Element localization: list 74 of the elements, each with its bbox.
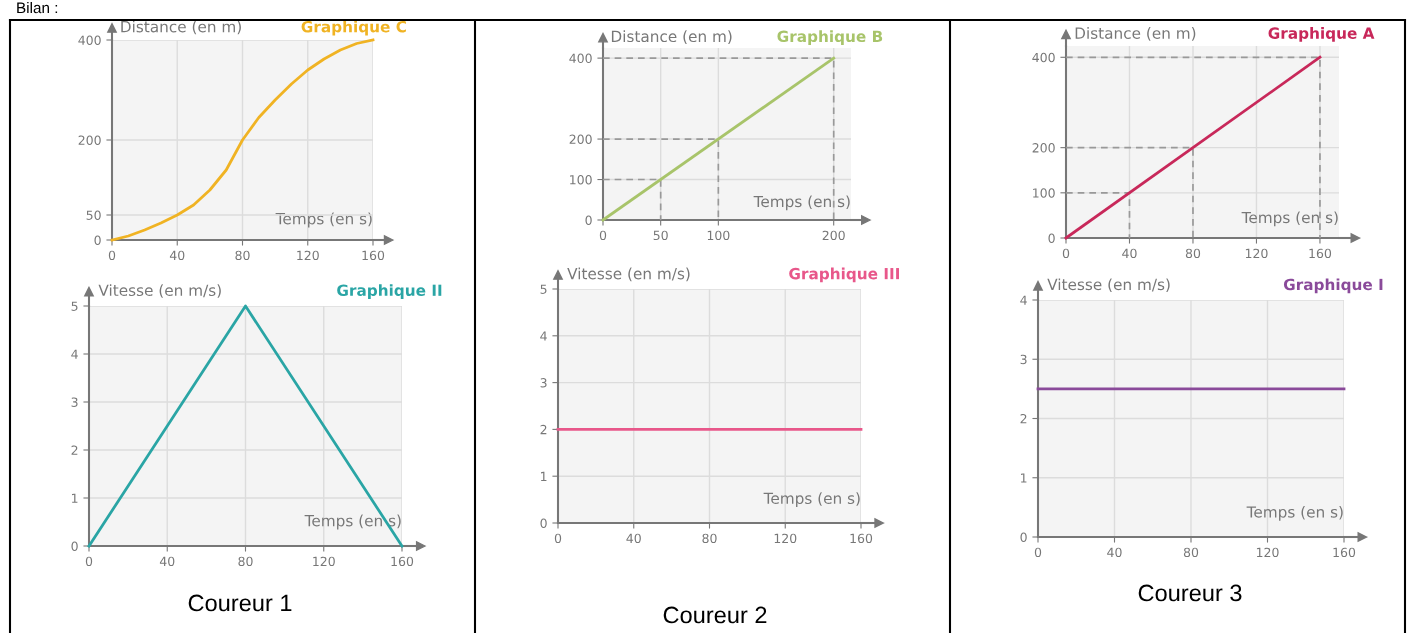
x-tick-label: 100 bbox=[707, 230, 730, 241]
x-tick-label: 160 bbox=[850, 533, 873, 544]
y-axis-title: Vitesse (en m/s) bbox=[1047, 278, 1170, 293]
x-axis-title: Temps (en s) bbox=[304, 514, 401, 530]
x-tick-label: 80 bbox=[1185, 248, 1201, 259]
y-tick-label: 200 bbox=[1032, 143, 1055, 153]
x-tick-label: 200 bbox=[822, 230, 845, 241]
x-axis-title: Temps (en s) bbox=[1246, 505, 1343, 521]
x-tick-label: 0 bbox=[599, 230, 607, 241]
y-axis-title: Distance (en m) bbox=[611, 30, 732, 44]
text: Coureur 1 bbox=[188, 594, 292, 612]
x-tick-label: 80 bbox=[1183, 547, 1199, 558]
text: Bilan : bbox=[17, 2, 58, 14]
chart-title: Graphique I bbox=[1283, 278, 1383, 294]
y-tick-label: 1 bbox=[541, 471, 547, 481]
y-tick-label: 2 bbox=[1020, 413, 1027, 424]
x-tick-label: 40 bbox=[159, 556, 175, 567]
x-tick-label: 160 bbox=[362, 250, 385, 261]
chart-title: Graphique III bbox=[789, 267, 899, 283]
chart-title: Graphique B bbox=[777, 30, 883, 46]
y-axis-title: Distance (en m) bbox=[1075, 27, 1196, 41]
x-tick-label: 160 bbox=[1333, 547, 1356, 558]
x-tick-label: 40 bbox=[1122, 248, 1137, 259]
chart-title: Graphique A bbox=[1268, 27, 1375, 42]
x-tick-label: 160 bbox=[1309, 248, 1332, 259]
text: Coureur 3 bbox=[1138, 584, 1242, 602]
x-tick-label: 120 bbox=[774, 533, 797, 544]
x-tick-label: 120 bbox=[1245, 248, 1268, 259]
x-axis-title: Temps (en s) bbox=[275, 212, 372, 228]
y-tick-label: 4 bbox=[1020, 295, 1027, 305]
x-tick-label: 120 bbox=[1256, 547, 1279, 558]
chart-title: Graphique C bbox=[301, 20, 406, 36]
y-tick-label: 200 bbox=[569, 134, 592, 144]
y-tick-label: 2 bbox=[540, 424, 547, 435]
y-tick-label: 3 bbox=[71, 397, 78, 407]
y-axis-title: Vitesse (en m/s) bbox=[98, 284, 221, 298]
y-tick-label: 1 bbox=[72, 493, 78, 503]
x-tick-label: 80 bbox=[702, 533, 717, 544]
y-axis-title: Distance (en m) bbox=[121, 20, 241, 35]
y-tick-label: 5 bbox=[71, 301, 78, 311]
y-tick-label: 0 bbox=[585, 215, 592, 225]
y-tick-label: 400 bbox=[1032, 52, 1055, 63]
x-axis-title: Temps (en s) bbox=[753, 195, 850, 211]
y-tick-label: 400 bbox=[78, 35, 101, 45]
x-tick-label: 120 bbox=[313, 556, 335, 567]
y-tick-label: 0 bbox=[540, 518, 547, 528]
x-tick-label: 80 bbox=[238, 556, 253, 567]
x-tick-label: 40 bbox=[1107, 547, 1122, 558]
x-tick-label: 0 bbox=[554, 533, 562, 544]
x-tick-label: 0 bbox=[1062, 248, 1070, 259]
x-tick-label: 40 bbox=[169, 250, 185, 261]
chart-title: Graphique II bbox=[337, 284, 442, 299]
y-tick-label: 1 bbox=[1021, 473, 1027, 483]
y-axis-title: Vitesse (en m/s) bbox=[567, 267, 690, 282]
y-tick-label: 100 bbox=[1033, 188, 1055, 198]
y-tick-label: 200 bbox=[78, 135, 101, 145]
x-tick-label: 80 bbox=[235, 250, 250, 261]
y-tick-label: 3 bbox=[1020, 354, 1027, 365]
y-tick-label: 400 bbox=[569, 53, 592, 64]
x-tick-label: 40 bbox=[626, 533, 641, 544]
text: Coureur 2 bbox=[663, 606, 767, 624]
y-tick-label: 5 bbox=[540, 284, 547, 294]
x-axis-title: Temps (en s) bbox=[763, 492, 860, 507]
x-tick-label: 120 bbox=[297, 250, 319, 261]
y-tick-label: 100 bbox=[570, 175, 592, 185]
y-tick-label: 4 bbox=[71, 349, 78, 359]
y-tick-label: 2 bbox=[71, 445, 78, 455]
y-tick-label: 3 bbox=[540, 378, 547, 388]
x-tick-label: 50 bbox=[653, 230, 668, 241]
x-tick-label: 160 bbox=[391, 556, 414, 567]
x-tick-label: 0 bbox=[108, 250, 116, 261]
y-tick-label: 50 bbox=[86, 210, 101, 220]
x-axis-title: Temps (en s) bbox=[1241, 211, 1338, 227]
y-tick-label: 4 bbox=[540, 331, 547, 341]
